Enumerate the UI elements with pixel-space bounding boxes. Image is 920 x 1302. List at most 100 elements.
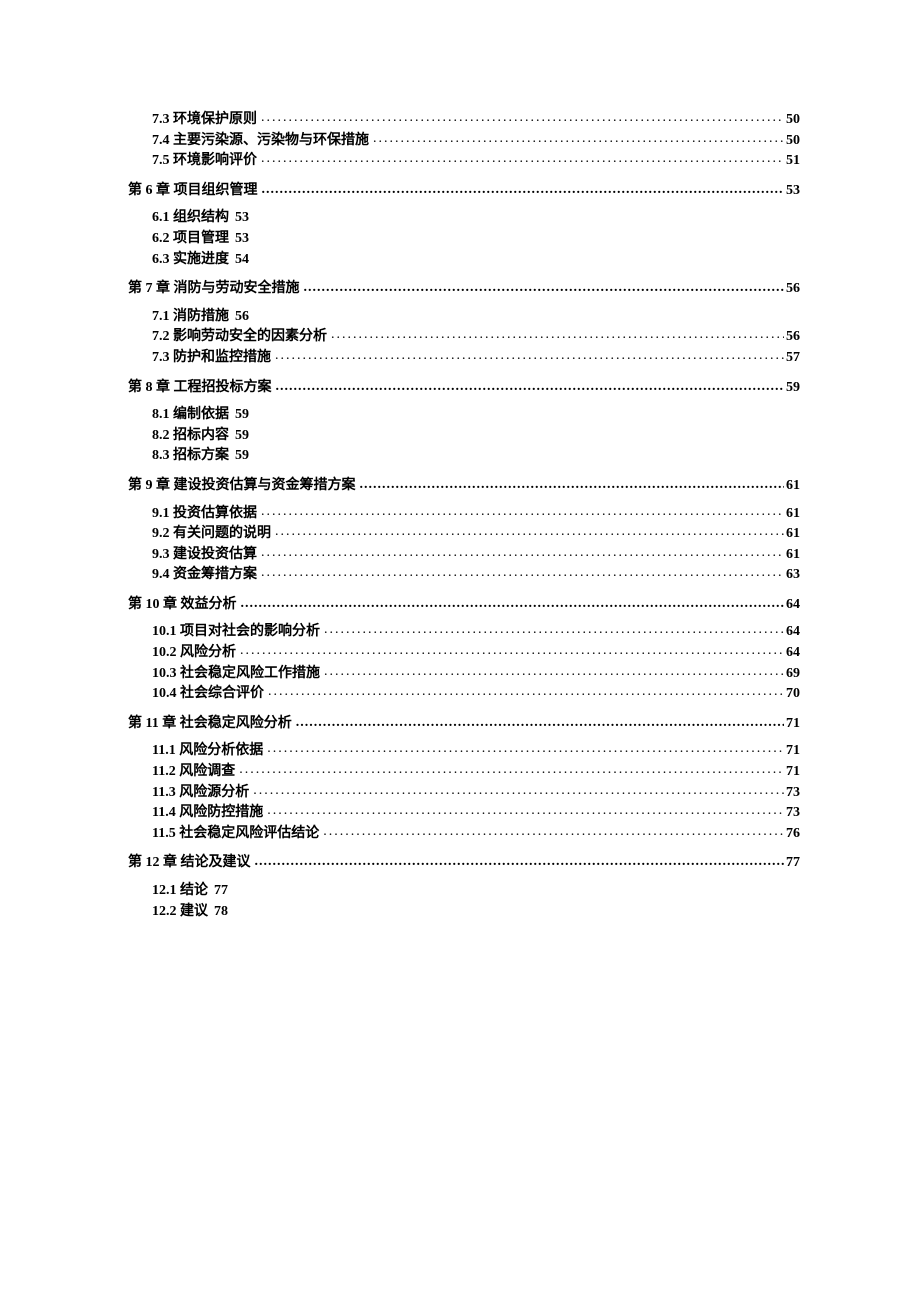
toc-entry-label: 6.2 项目管理 bbox=[152, 229, 229, 249]
toc-section-entry: 6.3 实施进度54 bbox=[128, 250, 800, 270]
toc-chapter-entry: 第 9 章 建设投资估算与资金筹措方案61 bbox=[128, 476, 800, 496]
toc-leader-dots bbox=[241, 594, 785, 614]
toc-entry-label: 10.4 社会综合评价 bbox=[152, 684, 264, 704]
toc-section-entry: 12.2 建议78 bbox=[128, 902, 800, 922]
toc-section-entry: 7.3 环境保护原则 50 bbox=[128, 110, 800, 130]
toc-chapter-entry: 第 11 章 社会稳定风险分析 71 bbox=[128, 714, 800, 734]
toc-entry-page: 64 bbox=[784, 595, 800, 615]
toc-entry-label: 第 10 章 效益分析 bbox=[128, 595, 237, 615]
toc-entry-page: 53 bbox=[784, 181, 800, 201]
toc-leader-dots bbox=[255, 852, 785, 872]
toc-entry-label: 第 12 章 结论及建议 bbox=[128, 853, 251, 873]
toc-entry-page: 69 bbox=[784, 664, 800, 684]
toc-section-entry: 10.4 社会综合评价 70 bbox=[128, 684, 800, 704]
toc-leader-dots bbox=[253, 781, 784, 801]
toc-entry-page: 53 bbox=[229, 208, 249, 228]
toc-section-entry: 10.1 项目对社会的影响分析 64 bbox=[128, 622, 800, 642]
toc-entry-label: 6.1 组织结构 bbox=[152, 208, 229, 228]
toc-entry-page: 71 bbox=[784, 714, 800, 734]
toc-section-entry: 11.4 风险防控措施73 bbox=[128, 803, 800, 823]
toc-entry-page: 50 bbox=[784, 131, 800, 151]
toc-entry-label: 第 8 章 工程招投标方案 bbox=[128, 378, 272, 398]
toc-entry-page: 64 bbox=[784, 643, 800, 663]
toc-entry-page: 78 bbox=[208, 902, 228, 922]
toc-entry-page: 76 bbox=[784, 824, 800, 844]
toc-leader-dots bbox=[261, 502, 784, 522]
toc-section-entry: 11.1 风险分析依据 71 bbox=[128, 741, 800, 761]
toc-entry-label: 11.3 风险源分析 bbox=[152, 783, 249, 803]
toc-section-entry: 8.2 招标内容59 bbox=[128, 426, 800, 446]
toc-entry-label: 9.3 建设投资估算 bbox=[152, 545, 257, 565]
toc-entry-label: 9.2 有关问题的说明 bbox=[152, 524, 271, 544]
toc-section-entry: 8.3 招标方案59 bbox=[128, 446, 800, 466]
toc-entry-label: 12.1 结论 bbox=[152, 881, 208, 901]
toc-leader-dots bbox=[261, 108, 784, 128]
toc-chapter-entry: 第 7 章 消防与劳动安全措施56 bbox=[128, 279, 800, 299]
toc-entry-page: 73 bbox=[784, 783, 800, 803]
toc-section-entry: 11.2 风险调查71 bbox=[128, 762, 800, 782]
toc-entry-page: 59 bbox=[229, 405, 249, 425]
toc-entry-page: 56 bbox=[784, 327, 800, 347]
toc-section-entry: 8.1 编制依据59 bbox=[128, 405, 800, 425]
toc-section-entry: 11.5 社会稳定风险评估结论 76 bbox=[128, 824, 800, 844]
toc-entry-label: 7.1 消防措施 bbox=[152, 307, 229, 327]
toc-entry-label: 7.4 主要污染源、污染物与环保措施 bbox=[152, 131, 369, 151]
toc-leader-dots bbox=[239, 760, 784, 780]
toc-entry-page: 61 bbox=[784, 545, 800, 565]
toc-section-entry: 9.1 投资估算依据61 bbox=[128, 504, 800, 524]
toc-entry-page: 77 bbox=[784, 853, 800, 873]
table-of-contents: 7.3 环境保护原则 50 7.4 主要污染源、污染物与环保措施 50 7.5 环境影响… bbox=[128, 110, 800, 921]
toc-entry-page: 59 bbox=[784, 378, 800, 398]
toc-leader-dots bbox=[304, 278, 785, 298]
toc-entry-label: 9.4 资金筹措方案 bbox=[152, 565, 257, 585]
toc-section-entry: 9.3 建设投资估算 61 bbox=[128, 545, 800, 565]
toc-entry-label: 7.3 环境保护原则 bbox=[152, 110, 257, 130]
toc-entry-page: 73 bbox=[784, 803, 800, 823]
toc-section-entry: 10.2 风险分析64 bbox=[128, 643, 800, 663]
toc-entry-label: 6.3 实施进度 bbox=[152, 250, 229, 270]
toc-leader-dots bbox=[268, 682, 784, 702]
toc-leader-dots bbox=[324, 662, 784, 682]
toc-entry-label: 第 9 章 建设投资估算与资金筹措方案 bbox=[128, 476, 356, 496]
toc-chapter-entry: 第 12 章 结论及建议 77 bbox=[128, 853, 800, 873]
toc-section-entry: 10.3 社会稳定风险工作措施 69 bbox=[128, 664, 800, 684]
toc-leader-dots bbox=[331, 325, 784, 345]
toc-leader-dots bbox=[276, 377, 785, 397]
toc-leader-dots bbox=[267, 739, 784, 759]
toc-leader-dots bbox=[275, 346, 784, 366]
toc-entry-label: 11.5 社会稳定风险评估结论 bbox=[152, 824, 319, 844]
toc-leader-dots bbox=[373, 129, 784, 149]
toc-entry-label: 第 11 章 社会稳定风险分析 bbox=[128, 714, 292, 734]
toc-entry-label: 第 6 章 项目组织管理 bbox=[128, 181, 258, 201]
toc-entry-page: 56 bbox=[229, 307, 249, 327]
toc-entry-page: 57 bbox=[784, 348, 800, 368]
toc-entry-label: 7.5 环境影响评价 bbox=[152, 151, 257, 171]
toc-entry-label: 11.1 风险分析依据 bbox=[152, 741, 263, 761]
toc-entry-page: 64 bbox=[784, 622, 800, 642]
toc-entry-label: 第 7 章 消防与劳动安全措施 bbox=[128, 279, 300, 299]
toc-entry-label: 10.3 社会稳定风险工作措施 bbox=[152, 664, 320, 684]
toc-entry-page: 50 bbox=[784, 110, 800, 130]
toc-entry-label: 7.3 防护和监控措施 bbox=[152, 348, 271, 368]
toc-leader-dots bbox=[261, 543, 784, 563]
toc-entry-label: 10.1 项目对社会的影响分析 bbox=[152, 622, 320, 642]
toc-leader-dots bbox=[275, 522, 784, 542]
toc-leader-dots bbox=[261, 563, 784, 583]
toc-chapter-entry: 第 8 章 工程招投标方案 59 bbox=[128, 378, 800, 398]
toc-chapter-entry: 第 10 章 效益分析 64 bbox=[128, 595, 800, 615]
toc-entry-label: 8.3 招标方案 bbox=[152, 446, 229, 466]
toc-entry-label: 8.1 编制依据 bbox=[152, 405, 229, 425]
toc-leader-dots bbox=[240, 641, 784, 661]
toc-section-entry: 7.1 消防措施56 bbox=[128, 307, 800, 327]
toc-leader-dots bbox=[267, 801, 784, 821]
toc-entry-page: 71 bbox=[784, 741, 800, 761]
toc-entry-page: 70 bbox=[784, 684, 800, 704]
toc-entry-page: 53 bbox=[229, 229, 249, 249]
toc-leader-dots bbox=[296, 713, 784, 733]
toc-entry-page: 61 bbox=[784, 524, 800, 544]
toc-leader-dots bbox=[360, 475, 785, 495]
toc-entry-page: 59 bbox=[229, 426, 249, 446]
toc-section-entry: 7.4 主要污染源、污染物与环保措施 50 bbox=[128, 131, 800, 151]
toc-entry-page: 77 bbox=[208, 881, 228, 901]
toc-entry-page: 59 bbox=[229, 446, 249, 466]
